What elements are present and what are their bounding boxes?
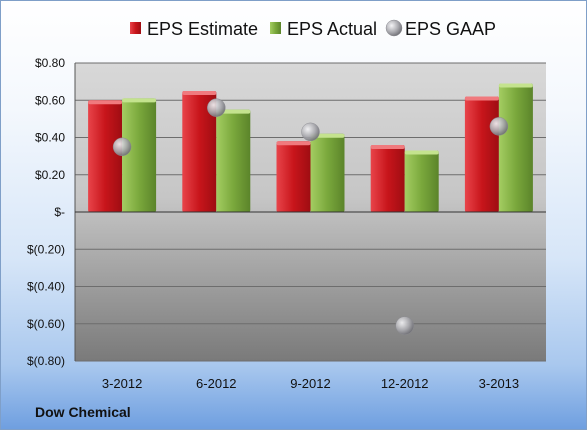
marker-eps-gaap	[489, 117, 509, 136]
company-name: Dow Chemical	[35, 404, 131, 420]
legend-swatch	[385, 19, 403, 37]
legend-swatch	[270, 22, 281, 34]
x-tick-label: 6-2012	[196, 376, 236, 391]
y-tick-label: $(0.40)	[27, 280, 65, 294]
marker-eps-gaap	[395, 316, 414, 335]
y-tick-label: $0.80	[35, 56, 65, 70]
legend-swatch	[130, 22, 141, 34]
bar-eps-estimate-cap	[182, 90, 217, 95]
y-tick-label: $0.40	[35, 131, 65, 145]
x-tick-label: 12-2012	[381, 376, 429, 391]
legend: EPS Estimate EPS Actual EPS GAAP	[130, 19, 496, 39]
y-tick-label: $(0.60)	[27, 317, 65, 331]
y-axis: $0.80 $0.60 $0.40 $0.20 $- $(0.20) $(0.40) $(0.…	[27, 56, 76, 368]
legend-label: EPS Actual	[287, 19, 377, 39]
marker-eps-gaap	[207, 98, 226, 117]
bar-eps-estimate-cap	[276, 141, 311, 146]
marker-eps-gaap	[112, 137, 132, 157]
bar-eps-estimate-cap	[88, 100, 123, 105]
marker-eps-gaap	[301, 122, 320, 142]
x-axis: 3-2012 6-2012 9-2012 12-2012 3-2013	[75, 211, 546, 391]
legend-label: EPS Estimate	[147, 19, 258, 39]
bar-eps-estimate	[464, 96, 499, 212]
bar-eps-actual	[310, 133, 345, 212]
y-tick-label: $0.20	[35, 168, 65, 182]
x-tick-label: 3-2013	[479, 376, 519, 391]
bar-eps-actual	[216, 109, 251, 212]
bar-eps-estimate-cap	[464, 96, 499, 101]
y-tick-label: $-	[54, 205, 65, 219]
bar-eps-actual	[122, 98, 157, 212]
bar-eps-actual	[498, 83, 533, 212]
y-tick-label: $0.60	[35, 93, 65, 107]
bar-eps-estimate-cap	[370, 144, 405, 149]
y-tick-label: $(0.20)	[27, 242, 65, 256]
y-tick-label: $(0.80)	[27, 354, 65, 368]
bar-eps-estimate	[370, 144, 405, 212]
bar-eps-actual-cap	[122, 98, 157, 103]
bar-eps-actual-cap	[498, 83, 533, 88]
bar-eps-actual-cap	[404, 150, 439, 155]
x-tick-label: 9-2012	[290, 376, 330, 391]
x-tick-label: 3-2012	[102, 376, 142, 391]
legend-label: EPS GAAP	[405, 19, 496, 39]
bar-eps-actual	[404, 150, 439, 212]
bar-eps-estimate	[182, 90, 217, 212]
bar-eps-estimate	[276, 141, 311, 212]
bar-eps-estimate	[88, 100, 123, 212]
